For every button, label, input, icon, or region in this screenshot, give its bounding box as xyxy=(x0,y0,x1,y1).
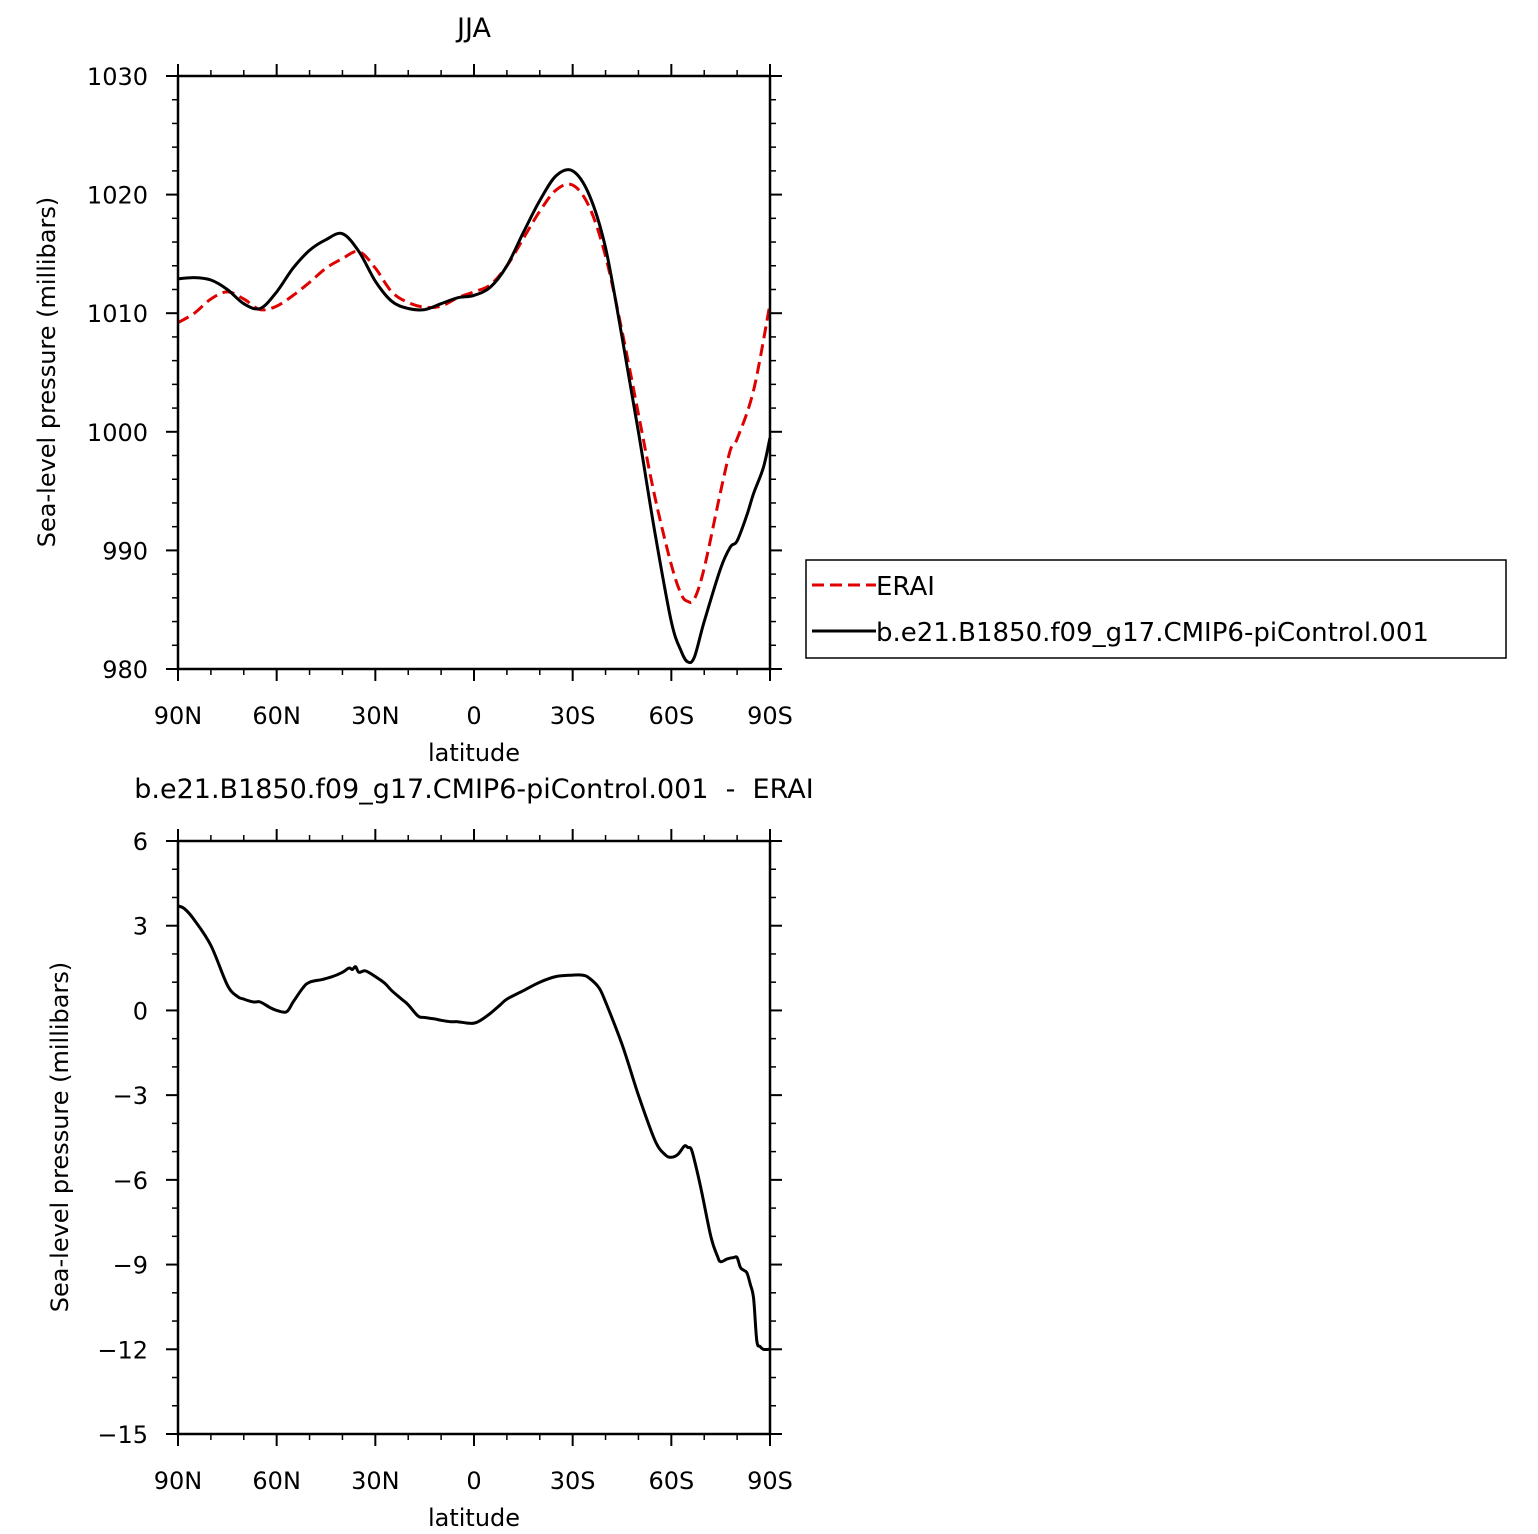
bottom-ytick-label: −12 xyxy=(97,1336,148,1364)
bottom-xtick-label: 60N xyxy=(252,1467,301,1495)
top-xtick-label: 30S xyxy=(550,702,596,730)
legend-erai-label: ERAI xyxy=(876,572,935,602)
bottom-chart-xlabel: latitude xyxy=(428,1504,520,1532)
bottom-xtick-label: 90S xyxy=(747,1467,793,1495)
top-chart-title: JJA xyxy=(455,13,491,44)
top-chart: JJA Sea-level pressure (millibars) latit… xyxy=(33,13,793,767)
legend-model-label: b.e21.B1850.f09_g17.CMIP6-piControl.001 xyxy=(876,618,1429,648)
top-xtick-label: 30N xyxy=(351,702,400,730)
bottom-series-difference-line xyxy=(177,904,771,1352)
top-xtick-label: 90N xyxy=(154,702,203,730)
top-series-erai-line xyxy=(177,182,772,605)
top-ytick-label: 1030 xyxy=(87,63,148,91)
legend: ERAI b.e21.B1850.f09_g17.CMIP6-piControl… xyxy=(805,559,1507,659)
top-xtick-label: 60S xyxy=(648,702,694,730)
bottom-xtick-label: 90N xyxy=(154,1467,203,1495)
top-xtick-label: 0 xyxy=(466,702,481,730)
top-chart-xlabel: latitude xyxy=(428,739,520,767)
top-ytick-label: 980 xyxy=(102,656,148,684)
bottom-xtick-label: 30S xyxy=(550,1467,596,1495)
bottom-ytick-label: −6 xyxy=(113,1167,148,1195)
bottom-plot-frame xyxy=(176,839,772,1436)
top-ytick-label: 1000 xyxy=(87,419,148,447)
bottom-xtick-label: 30N xyxy=(351,1467,400,1495)
top-series-model-line xyxy=(177,168,772,665)
top-plot-frame xyxy=(176,74,772,671)
top-xtick-label: 90S xyxy=(747,702,793,730)
top-xtick-label: 60N xyxy=(252,702,301,730)
bottom-ytick-label: 0 xyxy=(133,997,148,1025)
top-ytick-label: 1020 xyxy=(87,182,148,210)
bottom-chart-title: b.e21.B1850.f09_g17.CMIP6-piControl.001 … xyxy=(134,774,813,805)
legend-box xyxy=(805,559,1507,659)
bottom-ytick-label: −15 xyxy=(97,1421,148,1449)
bottom-ytick-label: −9 xyxy=(113,1252,148,1280)
top-ytick-label: 990 xyxy=(102,537,148,565)
bottom-chart-ylabel: Sea-level pressure (millibars) xyxy=(46,962,74,1312)
top-chart-ylabel: Sea-level pressure (millibars) xyxy=(33,197,61,547)
top-ytick-label: 1010 xyxy=(87,300,148,328)
bottom-xtick-label: 60S xyxy=(648,1467,694,1495)
bottom-chart: b.e21.B1850.f09_g17.CMIP6-piControl.001 … xyxy=(46,774,814,1532)
bottom-ytick-label: 6 xyxy=(133,828,148,856)
bottom-xtick-label: 0 xyxy=(466,1467,481,1495)
bottom-ytick-label: 3 xyxy=(133,913,148,941)
bottom-ytick-label: −3 xyxy=(113,1082,148,1110)
